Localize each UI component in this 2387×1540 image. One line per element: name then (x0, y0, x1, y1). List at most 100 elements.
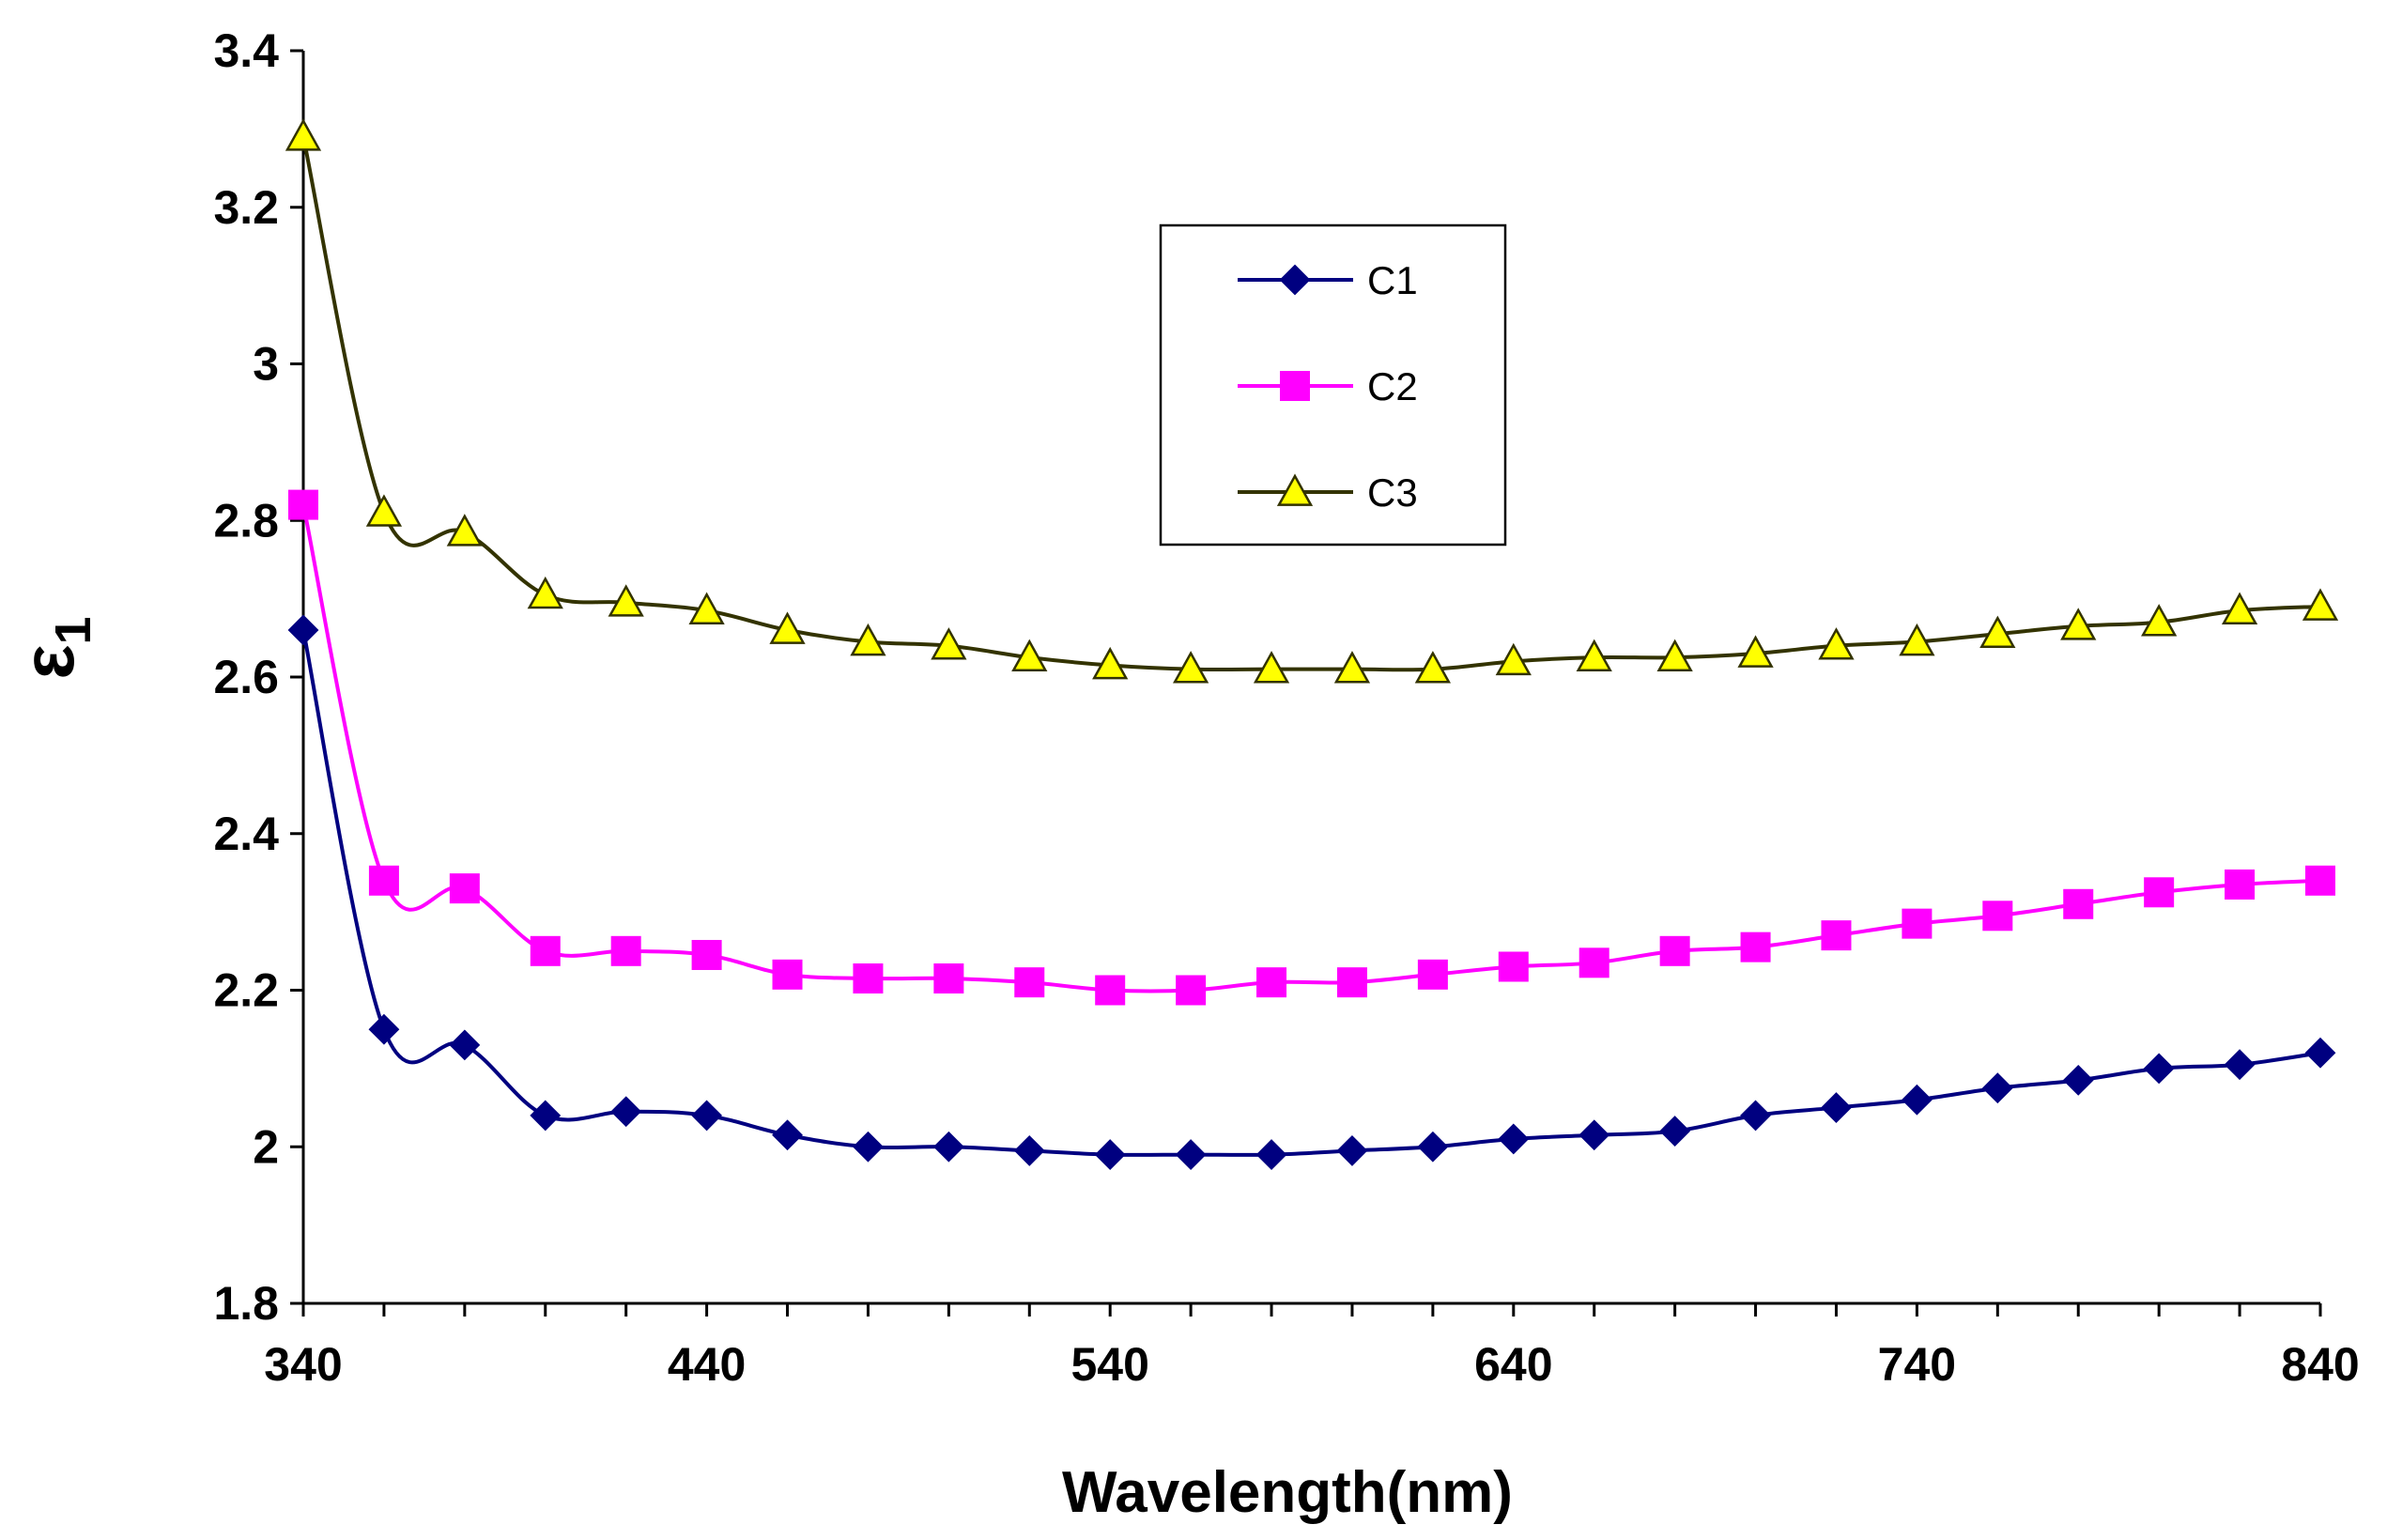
data-point-c3 (1172, 651, 1209, 684)
data-point-c2 (1256, 967, 1287, 998)
data-point-c3 (1656, 639, 1693, 672)
data-point-c1 (530, 1100, 562, 1132)
data-point-c1 (1740, 1100, 1771, 1132)
data-point-c1 (2224, 1049, 2256, 1081)
data-point-c3 (1011, 639, 1048, 672)
x-tick-label: 340 (264, 1338, 342, 1391)
y-tick-label: 2.6 (213, 651, 279, 703)
data-point-c1 (2143, 1053, 2175, 1085)
data-point-c1 (853, 1131, 884, 1163)
legend-label: C1 (1367, 258, 1418, 302)
data-point-c1 (1417, 1131, 1449, 1163)
data-point-c2 (2305, 865, 2335, 896)
data-point-c3 (1737, 635, 1774, 668)
data-point-c2 (1417, 959, 1448, 990)
legend-swatch-marker (1276, 473, 1314, 506)
data-point-c2 (933, 962, 964, 993)
data-point-c2 (1336, 967, 1367, 998)
data-point-c2 (1014, 967, 1045, 998)
data-point-c3 (688, 592, 725, 624)
data-point-c3 (1092, 646, 1129, 680)
data-point-c2 (1095, 975, 1126, 1006)
x-axis-ticks: 340 440 540 640 740 840 (264, 1303, 2360, 1391)
y-tick-label: 3 (253, 338, 279, 391)
data-point-c1 (368, 1013, 400, 1045)
data-point-c1 (287, 614, 319, 646)
legend-swatch-marker (1279, 264, 1311, 296)
data-point-c1 (1901, 1084, 1933, 1116)
data-point-c2 (2063, 888, 2094, 919)
data-point-c3 (1414, 651, 1452, 684)
data-point-c2 (1982, 901, 2013, 932)
y-tick-label: 2 (253, 1120, 279, 1173)
legend-swatch-marker (1280, 371, 1310, 401)
data-point-c3 (1333, 651, 1371, 684)
data-point-c2 (2225, 869, 2256, 900)
series-line-c1 (301, 629, 2321, 1157)
legend-entry-c3: C3 (1238, 470, 1418, 515)
data-point-c1 (1981, 1072, 2013, 1104)
y-tick-label: 1.8 (213, 1277, 279, 1330)
data-point-c3 (365, 494, 403, 527)
series-layer (285, 118, 2339, 1171)
y-axis-ticks: 1.8 2 2.2 2.4 2.6 2.8 3 3.2 3.4 (213, 24, 303, 1330)
data-point-c3 (608, 584, 644, 617)
data-point-c3 (2141, 604, 2178, 637)
data-point-c3 (527, 576, 563, 609)
data-point-c2 (1176, 975, 1207, 1006)
series-c3 (285, 118, 2339, 684)
data-point-c3 (1495, 642, 1532, 676)
data-point-c1 (1659, 1116, 1691, 1147)
data-point-c1 (1255, 1139, 1287, 1171)
data-point-c1 (1013, 1135, 1045, 1166)
x-tick-label: 540 (1070, 1338, 1148, 1391)
data-point-c3 (446, 514, 483, 547)
series-c1 (287, 614, 2336, 1171)
data-point-c3 (2060, 608, 2097, 640)
data-point-c3 (850, 623, 886, 656)
x-tick-label: 840 (2281, 1338, 2359, 1391)
data-point-c1 (2304, 1037, 2336, 1069)
data-point-c2 (530, 935, 561, 966)
data-point-c2 (1821, 920, 1852, 951)
data-point-c1 (691, 1100, 723, 1132)
y-axis-title-subscript: 1 (45, 616, 101, 644)
data-point-c1 (932, 1131, 964, 1163)
data-point-c3 (769, 611, 806, 644)
data-point-c2 (853, 962, 884, 993)
series-c2 (288, 489, 2335, 1006)
data-point-c1 (1336, 1135, 1368, 1166)
y-tick-label: 2.8 (213, 494, 279, 547)
data-point-c2 (1902, 908, 1933, 939)
data-point-c1 (1498, 1123, 1530, 1155)
data-point-c3 (1253, 651, 1290, 684)
data-point-c2 (1578, 947, 1609, 978)
data-point-c3 (1818, 627, 1855, 660)
data-point-c2 (1498, 951, 1529, 982)
y-tick-label: 3.2 (213, 181, 279, 234)
data-point-c1 (1821, 1092, 1852, 1123)
data-point-c2 (449, 873, 480, 904)
data-point-c2 (368, 865, 399, 896)
data-point-c2 (288, 489, 318, 520)
legend: C1 C2 C3 (1159, 223, 1507, 547)
data-point-c3 (1899, 623, 1935, 656)
data-point-c2 (2144, 877, 2175, 908)
data-point-c1 (2062, 1064, 2094, 1096)
data-point-c1 (610, 1096, 642, 1128)
data-point-c1 (1578, 1119, 1610, 1151)
legend-label: C3 (1367, 470, 1418, 515)
y-axis-title: ε1 (7, 616, 101, 679)
y-tick-label: 2.2 (213, 964, 279, 1017)
data-point-c3 (931, 627, 967, 660)
svg-text:ε1: ε1 (7, 616, 101, 679)
legend-entry-c2: C2 (1238, 364, 1418, 408)
data-point-c2 (1659, 935, 1690, 966)
x-tick-label: 440 (668, 1338, 746, 1391)
data-point-c3 (1979, 615, 2016, 648)
data-point-c2 (691, 939, 722, 970)
x-tick-label: 740 (1878, 1338, 1956, 1391)
data-point-c2 (610, 935, 641, 966)
data-point-c1 (1094, 1139, 1126, 1171)
